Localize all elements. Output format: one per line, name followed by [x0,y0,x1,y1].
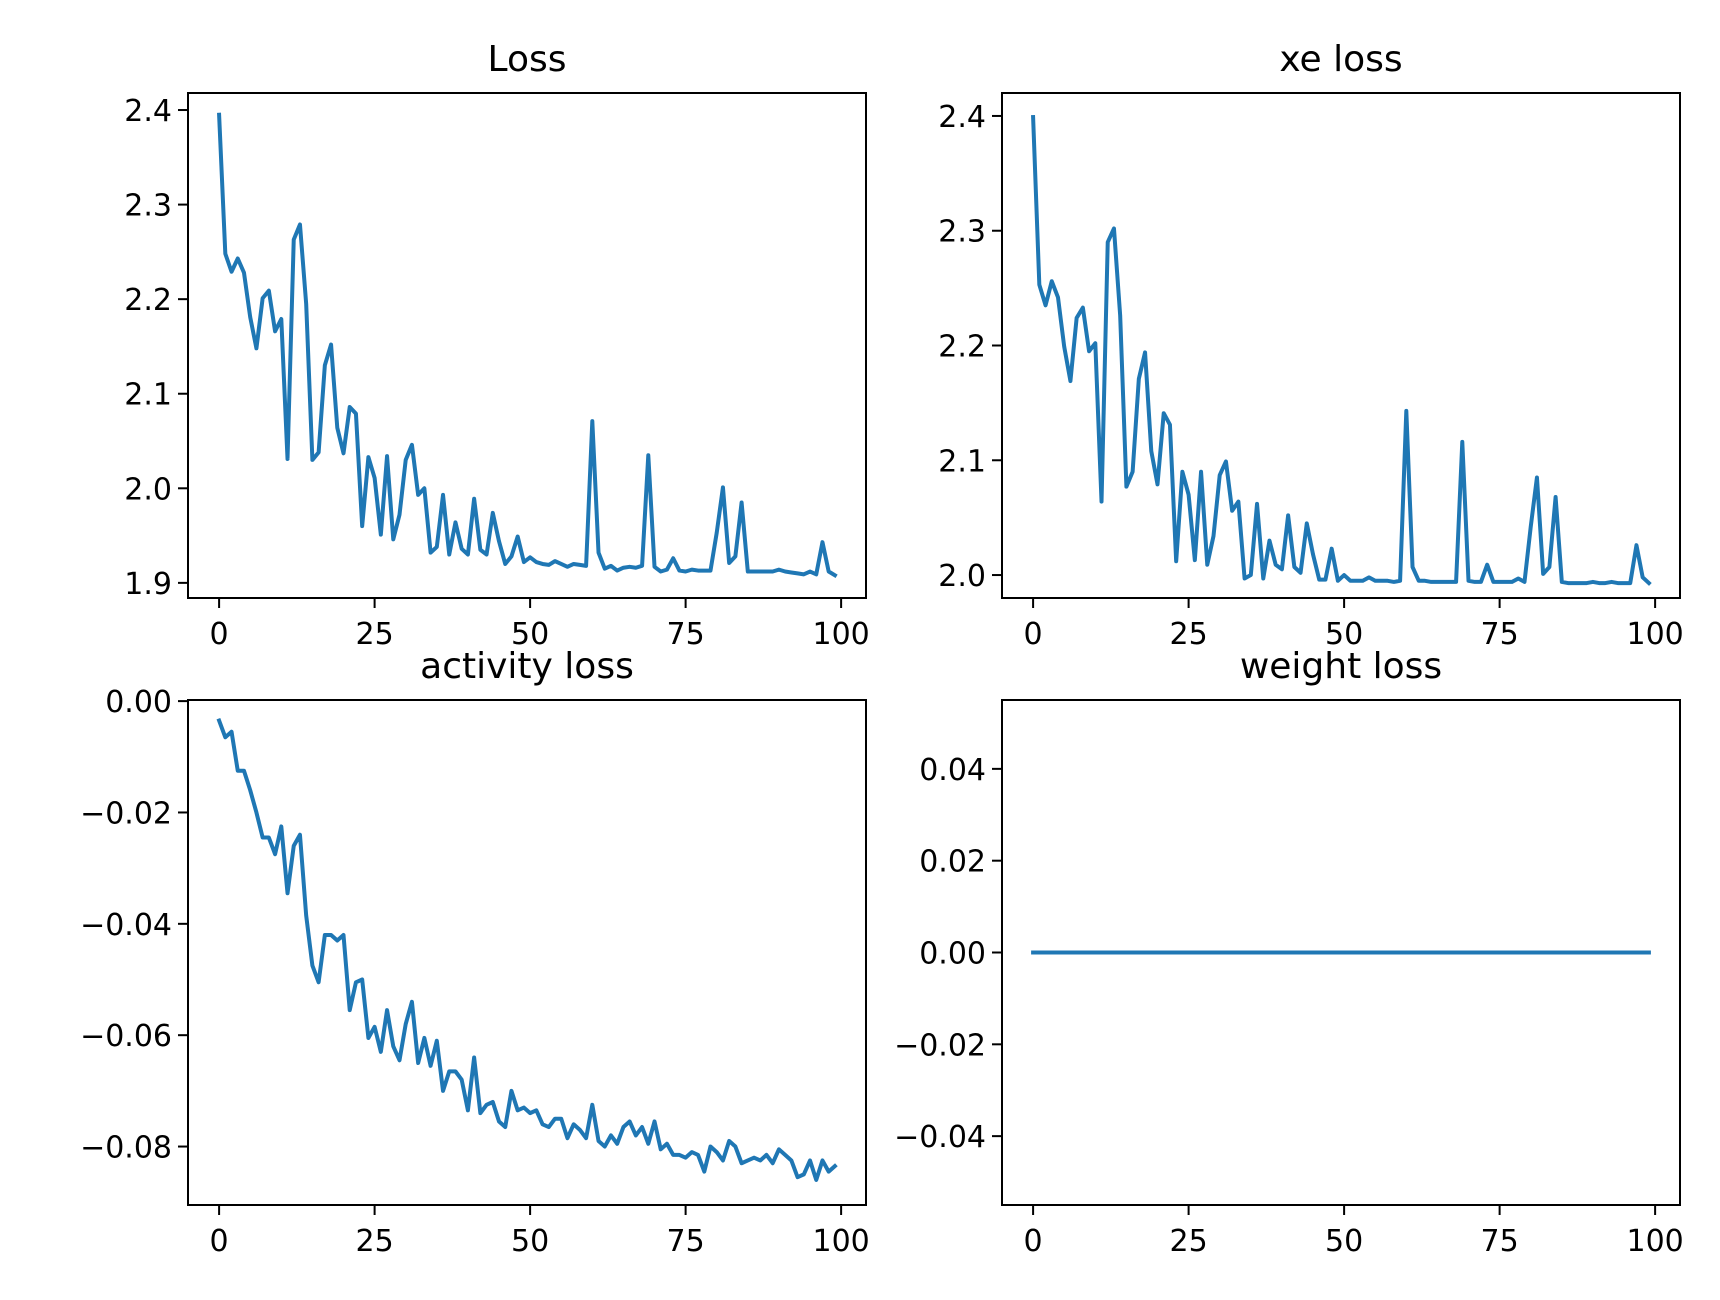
y-tick-label: 1.9 [124,567,172,602]
y-tick-label: 2.2 [124,283,172,318]
x-tick-label: 50 [511,617,549,652]
y-tick-label: −0.04 [80,908,172,943]
subplot-2: xe loss 0 25 50 75 100 2.0 2.1 2.2 2.3 2.4 [938,39,1683,652]
x-tick-label: 25 [1170,617,1208,652]
y-tick-label: 2.1 [124,378,172,413]
x-tick-label: 0 [1024,1224,1043,1259]
subplot-title: Loss [488,39,567,80]
x-tick-label: 75 [667,617,705,652]
x-tick-label: 75 [1481,1224,1519,1259]
y-tick-label: 0.00 [105,685,172,720]
x-tick-label: 75 [667,1224,705,1259]
x-tick-label: 0 [210,1224,229,1259]
y-tick-label: −0.02 [894,1028,986,1063]
x-tick-label: 0 [210,617,229,652]
x-tick-label: 100 [1626,1224,1683,1259]
axes-frame [187,699,867,1206]
y-tick-label: 2.0 [938,559,986,594]
x-tick-label: 100 [1626,617,1683,652]
series-line [216,718,838,1182]
y-tick-label: 2.3 [124,189,172,224]
y-tick-label: 0.02 [919,845,986,880]
subplot-1: Loss 0 25 50 75 100 1.9 2.0 2.1 2.2 2.3 2.4 [124,39,869,652]
y-tick-label: 2.2 [938,330,986,365]
x-tick-label: 25 [356,617,394,652]
subplot-title: weight loss [1240,646,1442,687]
series-line [1031,115,1652,586]
subplot-3: activity loss 0 25 50 75 100 0.00 −0.02 −0.04 −0.… [80,646,870,1259]
y-tick-label: 0.04 [919,753,986,788]
x-tick-label: 0 [1024,617,1043,652]
y-tick-label: −0.04 [894,1120,986,1155]
x-tick-label: 75 [1481,617,1519,652]
x-tick-label: 100 [812,1224,869,1259]
x-tick-label: 50 [1325,1224,1363,1259]
y-tick-label: 2.0 [124,472,172,507]
y-tick-label: −0.02 [80,796,172,831]
x-tick-label: 100 [812,617,869,652]
x-tick-label: 25 [1170,1224,1208,1259]
x-tick-label: 25 [356,1224,394,1259]
series-line [217,112,838,579]
y-tick-label: 2.1 [938,444,986,479]
x-tick-label: 50 [1325,617,1363,652]
subplot-4: weight loss 0 25 50 75 100 0.04 0.02 0.00 −0.02 −0… [894,646,1684,1259]
subplot-title: xe loss [1279,39,1402,80]
y-tick-label: 2.4 [124,94,172,129]
y-tick-label: 2.4 [938,100,986,135]
axes-frame [187,92,867,599]
y-tick-label: −0.08 [80,1131,172,1166]
y-tick-label: 0.00 [919,937,986,972]
y-tick-label: 2.3 [938,215,986,250]
x-tick-label: 50 [511,1224,549,1259]
subplot-title: activity loss [420,646,634,687]
y-tick-label: −0.06 [80,1019,172,1054]
